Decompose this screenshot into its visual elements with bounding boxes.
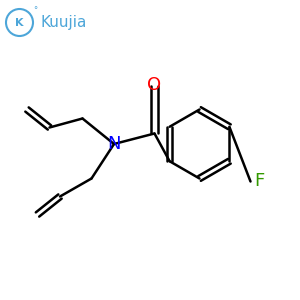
Text: N: N [107,135,121,153]
Text: °: ° [33,7,37,16]
Text: Kuujia: Kuujia [40,15,87,30]
Text: O: O [147,76,162,94]
Text: K: K [15,17,24,28]
Text: F: F [254,172,265,190]
